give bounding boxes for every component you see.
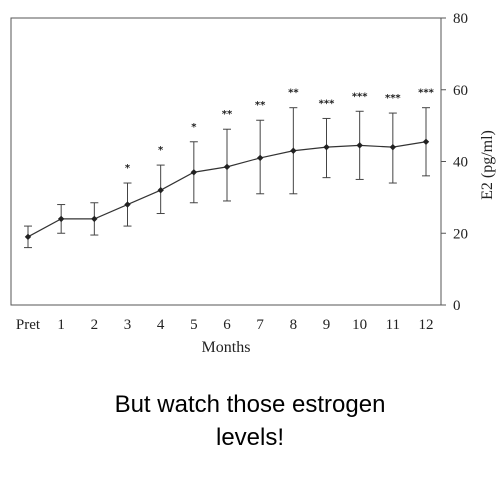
caption-line-2: levels!	[215, 424, 285, 451]
x-tick-labels: Pret 1 2 3 4 5 6 7 8 9 10 11 12	[16, 317, 434, 333]
data-point	[24, 233, 32, 241]
significance-label: *	[191, 122, 197, 133]
caption-line-1: But watch those estrogen	[114, 391, 386, 418]
data-point	[91, 215, 98, 223]
data-point	[190, 169, 198, 176]
data-point	[290, 147, 297, 154]
data-point	[256, 154, 264, 162]
x-tick-label: 2	[91, 317, 99, 333]
data-point	[124, 201, 131, 208]
significance-label: *	[125, 163, 131, 174]
y-tick-label: 40	[453, 155, 468, 171]
x-tick-label: 10	[352, 317, 367, 333]
significance-label: *	[158, 145, 164, 156]
data-point	[389, 143, 397, 151]
plot-frame	[10, 17, 442, 306]
x-tick-label: 11	[386, 317, 400, 333]
x-tick-label: 6	[223, 317, 231, 333]
significance-label: ***	[319, 98, 335, 109]
chart-svg: *************** *** *** Pret 1 2 3 4 5 6 7 8 9 10 11 1…	[10, 11, 496, 356]
error-bars	[24, 107, 430, 249]
x-tick-label: 4	[157, 317, 165, 333]
y-tick-label: 60	[453, 83, 468, 99]
axis-ticks	[441, 17, 446, 306]
caption: But watch those estrogen levels!	[0, 388, 500, 454]
y-tick-labels: 0 20 40 60 80	[453, 11, 468, 314]
x-tick-label: 9	[323, 317, 331, 333]
x-tick-label: 1	[57, 317, 65, 333]
x-tick-label: 5	[190, 317, 198, 333]
significance-label: **	[288, 88, 299, 99]
x-tick-label: 12	[419, 317, 434, 333]
data-point	[157, 187, 164, 194]
data-point	[422, 138, 430, 145]
data-point	[57, 215, 65, 223]
y-tick-label: 20	[453, 226, 468, 242]
significance-label: ***	[418, 88, 434, 99]
significance-label: **	[255, 100, 266, 111]
x-axis-title: Months	[202, 339, 251, 356]
significance-markers: *************** *** ***	[125, 88, 435, 174]
data-point	[356, 142, 363, 149]
y-tick-label: 0	[453, 298, 461, 314]
data-point	[223, 163, 231, 171]
significance-label: **	[222, 109, 233, 120]
x-tick-label: Pret	[16, 317, 41, 333]
x-tick-label: 3	[124, 317, 132, 333]
x-tick-label: 8	[290, 317, 298, 333]
significance-label: ***	[352, 91, 368, 102]
data-point	[323, 143, 330, 151]
data-markers	[24, 138, 430, 241]
significance-label: ***	[385, 93, 401, 104]
y-tick-label: 80	[453, 11, 468, 27]
y-axis-title: E2 (pg/ml)	[479, 130, 496, 200]
x-tick-label: 7	[256, 317, 264, 333]
